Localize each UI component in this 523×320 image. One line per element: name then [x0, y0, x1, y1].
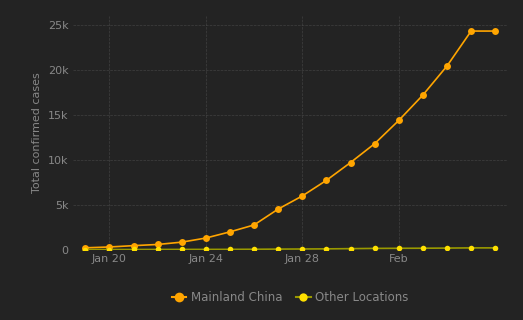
Y-axis label: Total confirmed cases: Total confirmed cases	[32, 72, 42, 193]
Legend: Mainland China, Other Locations: Mainland China, Other Locations	[167, 287, 413, 309]
